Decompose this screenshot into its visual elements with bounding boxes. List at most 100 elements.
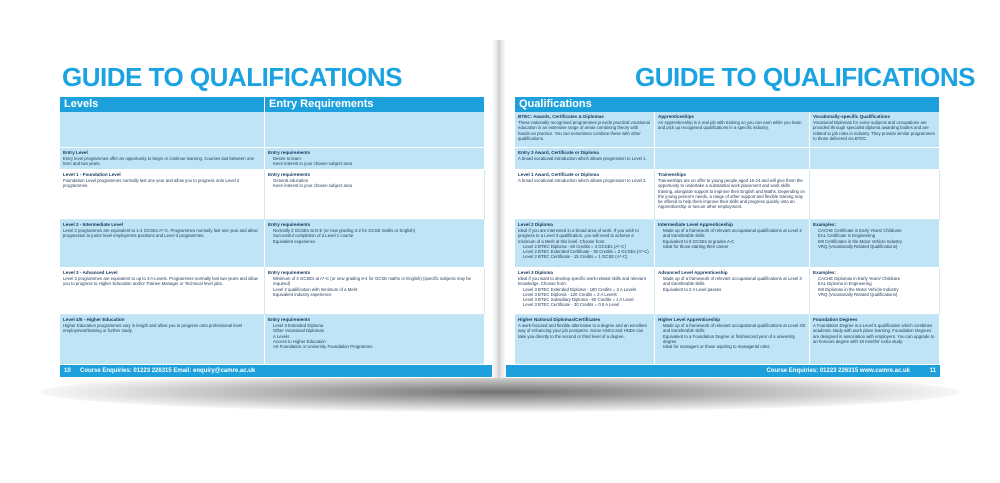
list-item: CACHE Diplomas in Early Years/ Childcare [818,276,936,281]
cell-title: Level 3 - Advanced Level [63,270,118,275]
list-item: Equivalent experience [273,239,481,244]
cell-list: CACHE Diplomas in Early Years/ Childcare… [813,276,936,297]
table-cell: Entry requirementsNormally 2 GCSEs at D-… [265,220,485,268]
cell-title: Entry 3 Award, Certificate or Diploma [518,150,599,155]
cell-text: An Apprenticeship is a real job with tra… [658,120,802,131]
list-item: Equivalent industry experience [273,292,481,297]
list-item: Level 3 Extended Diploma [273,323,481,328]
cell-text: These nationally recognised programmes p… [518,120,650,141]
table-cell: Entry requirementsLevel 3 Extended Diplo… [265,315,485,365]
table-cell [655,148,810,170]
table-cell: BTEC: Awards, Certificates & Diplomas The… [515,112,655,148]
cell-title: Higher National Diplomas/Certificates [518,317,601,322]
table-cell: Apprenticeships An Apprenticeship is a re… [655,112,810,148]
cell-title: BTEC: Awards, Certificates & Diplomas [518,114,604,119]
cell-title: Entry requirements [268,172,311,177]
page-number: 11 [929,368,936,374]
table-cell: Entry requirementsMinimum of 4 GCSEs at … [265,268,485,315]
cell-text: Ideal if you are interested in a broad a… [518,228,639,244]
table-cell: Entry requirementsDesire to learnKeen in… [265,148,485,170]
list-item: Made up of a framework of relevant occup… [663,323,806,333]
list-item: IMI Certificates in the Motor Vehicle In… [818,239,936,244]
list-item: Desire to learn [273,156,481,161]
list-item: A Levels [273,334,481,339]
cell-text: Level 3 programmes are equivalent to up … [63,276,258,287]
cell-title: Entry requirements [268,150,311,155]
table-cell: Level 3 - Advanced Level Level 3 programm… [60,268,265,315]
list-item: Level 3 BTEC Subsidiary Diploma - 60 Cre… [523,297,651,302]
cell-title: Examples: [813,222,836,227]
list-item: Level 3 BTEC Diploma - 120 Credits = 2 A… [523,292,651,297]
table-cell: Level 2 - Intermediate Level Level 2 prog… [60,220,265,268]
cell-text: A work-focused and flexible alternative … [518,323,647,339]
table-cell: Higher Level ApprenticeshipMade up of a … [655,315,810,365]
gutter [492,40,506,378]
cell-title: Advanced Level Apprenticeship [658,270,728,275]
table-cell: Entry requirementsGeneral educationKeen … [265,170,485,220]
cell-title: Entry requirements [268,222,311,227]
footer-bar: Course Enquiries: 01223 226315 www.camre… [506,365,940,377]
table-cell [60,112,265,148]
table-cell: Level 3 Diploma Ideal if you want to deve… [515,268,655,315]
table-cell: Foundation Degrees A Foundation Degree is… [810,315,940,365]
list-item: Equivalent to 2 A Level passes [663,287,806,292]
cell-text: A Foundation Degree is a Level 5 qualifi… [813,323,935,344]
table-cell: Higher National Diplomas/Certificates A w… [515,315,655,365]
list-item: Art Foundation or University Foundation … [273,344,481,349]
table-cell [265,112,485,148]
table-cell [810,148,940,170]
cell-title: Level 1 - Foundation Level [63,172,121,177]
list-item: CACHE Certificate in Early Years/ Childc… [818,228,936,233]
contact: Course Enquiries: 01223 226315 www.camre… [766,368,910,374]
list-item: Normally 2 GCSEs at D-E (or new grading … [273,228,481,233]
page-title: GUIDE TO QUALIFICATIONS [62,62,402,92]
cell-list: Level 3 BTEC Extended Diploma - 180 Cred… [518,287,651,308]
list-item: Ideal for those starting their career [663,244,806,249]
list-item: Equivalent to 5 GCSEs at grades A-C [663,239,806,244]
list-item: Level 2 BTEC Diploma - 60 Credits = 4 GC… [523,244,651,249]
list-item: Level 2 BTEC Extended Certificate - 30 C… [523,249,651,254]
table-cell: Examples:CACHE Diplomas in Early Years/ … [810,268,940,315]
cell-title: Entry requirements [268,270,311,275]
cell-text: Level 2 programmes are equivalent to 1-4… [63,228,258,239]
list-item: Level 3 BTEC Certificate - 30 Credits = … [523,302,651,307]
list-item: Made up of a framework of relevant occup… [663,228,806,238]
column-header: Entry Requirements [265,97,485,112]
table-cell: Examples:CACHE Certificate in Early Year… [810,220,940,268]
table-cell: Level 2 Diploma Ideal if you are interest… [515,220,655,268]
cell-text: Entry level programmes offer an opportun… [63,156,255,167]
column-header: Levels [60,97,265,112]
cell-title: Level 4/5 - Higher Education [63,317,125,322]
page-number: 10 [64,368,71,374]
page-title: GUIDE TO QUALIFICATIONS [635,62,975,92]
cell-title: Entry requirements [268,317,311,322]
table-cell: Intermediate Level ApprenticeshipMade up… [655,220,810,268]
cell-list: Made up of a framework of relevant occup… [658,276,806,292]
list-item: Access to Higher Education [273,339,481,344]
cell-list: CACHE Certificate in Early Years/ Childc… [813,228,936,249]
table-cell: Entry 3 Award, Certificate or Diploma A b… [515,148,655,170]
cell-list: Level 2 BTEC Diploma - 60 Credits = 4 GC… [518,244,651,260]
cell-title: Vocationally-specific Qualifications [813,114,891,119]
cell-text: Higher Education programmes vary in leng… [63,323,243,334]
column-header: Qualifications [515,97,940,112]
cell-title: Traineeships [658,172,687,177]
table-cell [810,170,940,220]
cell-text: Ideal if you want to develop specific wo… [518,276,646,287]
cell-title: Intermediate Level Apprenticeship [658,222,733,227]
contact: Course Enquiries: 01223 226315 Email: en… [80,368,256,374]
table-cell: Traineeships Traineeships are on offer to… [655,170,810,220]
list-item: Level 3 BTEC Extended Diploma - 180 Cred… [523,287,651,292]
list-item: General education [273,178,481,183]
list-item: Ideal for managers or those aspiring to … [663,344,806,349]
list-item: Level 2 BTEC Certificate - 15 Credits = … [523,254,651,259]
list-item: Made up of a framework of relevant occup… [663,276,806,286]
cell-title: Level 1 Award, Certificate or Diploma [518,172,599,177]
cell-list: Made up of a framework of relevant occup… [658,228,806,249]
cell-text: Foundation Level programmes normally las… [63,178,240,189]
cell-title: Level 2 Diploma [518,222,553,227]
cell-text: Vocational Diplomas for some subjects an… [813,120,935,141]
cell-list: Made up of a framework of relevant occup… [658,323,806,349]
cell-text: A broad vocational introduction which al… [518,156,647,162]
